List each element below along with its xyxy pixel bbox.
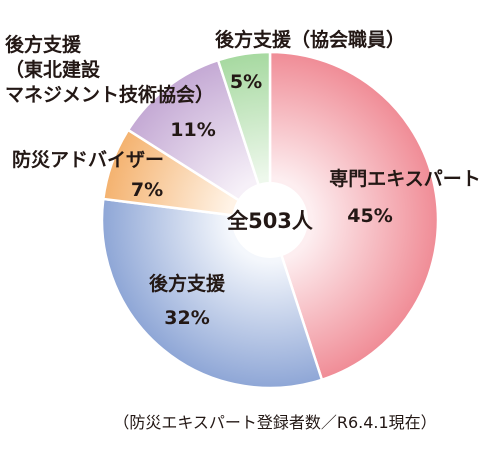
- slice-name-label: 後方支援（協会職員）: [215, 28, 405, 51]
- pie-slice: [216, 50, 272, 221]
- footnote: （防災エキスパート登録者数／R6.4.1現在）: [113, 413, 436, 432]
- slice-value-label: 32%: [164, 307, 209, 329]
- pie-slice: [126, 58, 273, 223]
- center-layer: 全503人: [226, 182, 313, 258]
- slice-value-label: 7%: [131, 179, 163, 201]
- slice-name-label: 専門エキスパート: [329, 168, 480, 190]
- total-label: 全503人: [226, 209, 313, 233]
- slice-name-label: 防災アドバイザー: [12, 148, 164, 171]
- slices-layer: [100, 50, 440, 390]
- slice-name-label: マネジメント技術協会）: [5, 83, 214, 106]
- slice-value-label: 11%: [170, 119, 215, 141]
- slice-name-label: （東北建設: [5, 58, 101, 81]
- slice-value-label: 45%: [347, 205, 392, 227]
- slice-value-label: 5%: [230, 71, 262, 93]
- slice-name-label: 後方支援: [5, 33, 82, 56]
- pie-slice: [268, 50, 440, 382]
- slice-name-label: 後方支援: [149, 272, 226, 295]
- labels-layer: 専門エキスパート45%後方支援32%防災アドバイザー7%後方支援（東北建設マネジ…: [5, 28, 481, 329]
- center-hole: [232, 182, 308, 258]
